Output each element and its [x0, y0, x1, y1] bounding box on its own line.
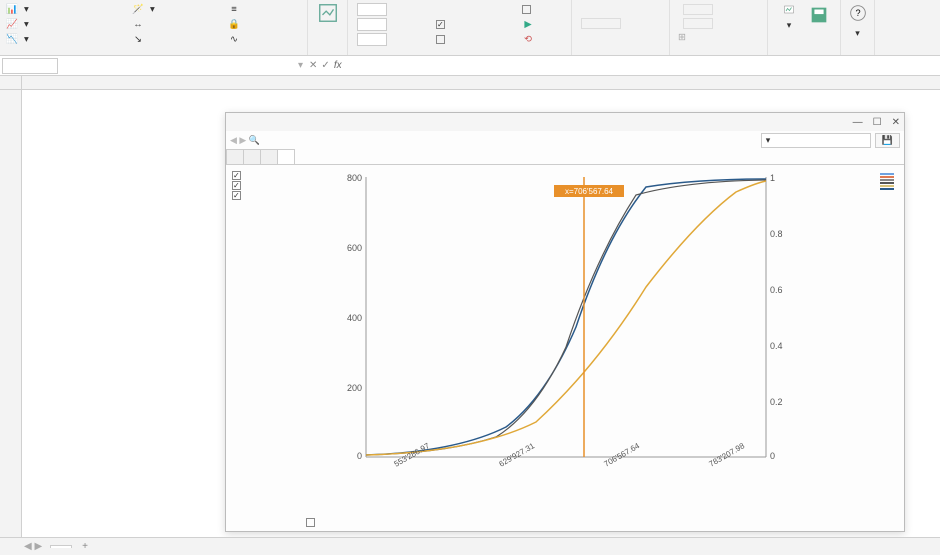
minimize-icon[interactable]: — — [853, 117, 863, 128]
series-checks — [232, 171, 244, 200]
choose-timeseries[interactable]: 📉 ▾ — [6, 32, 124, 46]
best-case[interactable] — [354, 2, 428, 16]
real-case[interactable] — [354, 17, 428, 31]
svg-text:x=706'567.64: x=706'567.64 — [565, 187, 614, 196]
formula-bar: ▾ ✕ ✓ fx — [0, 56, 940, 76]
worst-case[interactable] — [354, 32, 428, 46]
name-box[interactable] — [2, 58, 58, 74]
svg-text:?: ? — [855, 8, 860, 18]
boxwhisker-check[interactable] — [306, 518, 319, 527]
tab-spinnen[interactable] — [260, 149, 278, 164]
stat-variable — [578, 16, 663, 30]
calc-correlations: ⊞ — [676, 30, 761, 44]
chk-apriori[interactable] — [232, 171, 244, 180]
svg-text:0: 0 — [770, 451, 775, 461]
column-headers — [0, 76, 940, 90]
fx-icon[interactable]: fx — [334, 60, 342, 71]
multiple-sim[interactable] — [522, 2, 537, 16]
reset-button[interactable]: ⟲ — [522, 32, 537, 46]
series-dropdown[interactable]: ▾ — [761, 133, 871, 148]
svg-text:783'207.98: 783'207.98 — [708, 441, 747, 469]
chk-aposteriori[interactable] — [232, 191, 244, 200]
visualize-sim[interactable] — [436, 32, 514, 46]
individual-analysis[interactable]: ▾ — [774, 2, 804, 43]
lock-unlock[interactable]: 🔒 — [228, 17, 243, 31]
select-all-corner[interactable] — [0, 76, 22, 89]
svg-text:706'567.64: 706'567.64 — [603, 441, 642, 469]
row-headers — [0, 90, 22, 537]
svg-text:200: 200 — [347, 383, 362, 393]
x-variable — [676, 2, 761, 16]
close-save[interactable] — [804, 2, 834, 43]
svg-text:629'927.31: 629'927.31 — [498, 441, 537, 469]
model-button[interactable] — [308, 0, 348, 55]
svg-text:1: 1 — [770, 173, 775, 183]
other-button[interactable]: ? ▾ — [841, 0, 875, 55]
chart-legend — [880, 173, 898, 191]
choose-continuous[interactable]: 📊 ▾ — [6, 2, 124, 16]
svg-text:0: 0 — [357, 451, 362, 461]
tab-details[interactable] — [277, 149, 295, 164]
show-stats[interactable] — [578, 2, 663, 16]
start-button[interactable]: ▶ — [522, 17, 537, 31]
y-variable — [676, 16, 761, 30]
choose-wizard[interactable]: 🪄 ▾ — [132, 2, 220, 16]
insert-output[interactable]: ↘ — [132, 32, 220, 46]
svg-text:0.2: 0.2 — [770, 397, 783, 407]
sheet-tab-model[interactable] — [50, 545, 72, 548]
svg-text:0.6: 0.6 — [770, 285, 783, 295]
fit-distribution[interactable]: ∿ — [228, 32, 243, 46]
tab-korrelationen[interactable] — [243, 149, 261, 164]
save-results-button[interactable]: 💾 — [875, 133, 900, 148]
svg-text:600: 600 — [347, 243, 362, 253]
chart-window: — ☐ ✕ ◀ ▶ 🔍 ▾ 💾 8006004002000 10.80.60.4… — [225, 112, 905, 532]
sheet-tabs: ◀ ▶ + — [0, 537, 940, 555]
tab-revenue[interactable] — [226, 149, 244, 164]
register-vars[interactable]: ≡ — [228, 2, 243, 16]
svg-text:800: 800 — [347, 173, 362, 183]
svg-text:0.8: 0.8 — [770, 229, 783, 239]
add-sheet[interactable]: + — [74, 541, 96, 552]
choose-discrete[interactable]: 📈 ▾ — [6, 17, 124, 31]
ribbon: 📊 ▾ 📈 ▾ 📉 ▾ 🪄 ▾ ↔ ↘ ≡ 🔒 ∿ — [0, 0, 940, 56]
chart-plot: 800 600 400 200 0 1 0.8 0.6 0.4 0.2 0 x=706'567.6… — [336, 167, 786, 477]
maximize-icon[interactable]: ☐ — [873, 117, 882, 128]
svg-text:0.4: 0.4 — [770, 341, 783, 351]
insert-correlation[interactable]: ↔ — [132, 17, 220, 31]
close-icon[interactable]: ✕ — [892, 117, 900, 128]
chart-tabs — [226, 149, 904, 165]
svg-text:553'286.97: 553'286.97 — [393, 441, 432, 469]
svg-text:400: 400 — [347, 313, 362, 323]
use-correlations[interactable] — [436, 17, 514, 31]
chk-likelihood[interactable] — [232, 181, 244, 190]
iterations[interactable] — [436, 2, 514, 16]
